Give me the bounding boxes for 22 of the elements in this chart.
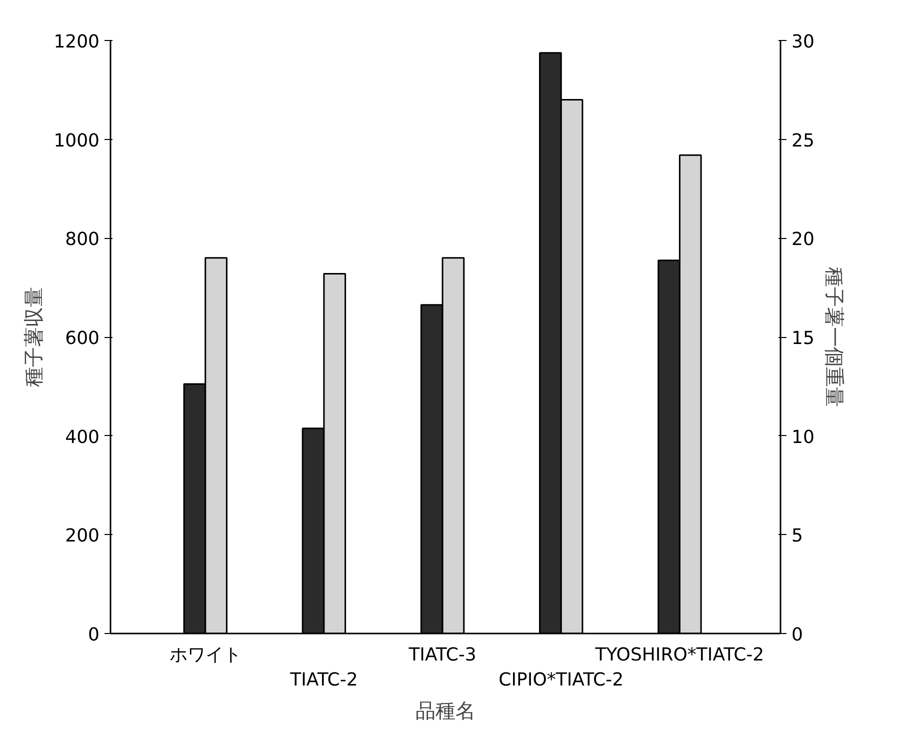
x-tick-label: ホワイト bbox=[169, 644, 242, 666]
y-axis-title: 種子薯収量 bbox=[22, 287, 46, 387]
y-tick-label: 1000 bbox=[54, 130, 100, 152]
y-tick-label: 1200 bbox=[54, 32, 100, 52]
y-tick-label: 0 bbox=[88, 624, 100, 646]
y2-tick-label: 20 bbox=[792, 229, 814, 250]
y-tick-label: 400 bbox=[65, 426, 100, 448]
x-tick-label: TIATC-3 bbox=[408, 644, 476, 666]
x-axis-title: 品種名 bbox=[416, 698, 476, 723]
x-tick-label: TYOSHIRO*TIATC-2 bbox=[594, 644, 764, 666]
y2-tick-label: 5 bbox=[792, 526, 803, 547]
y-tick-label: 600 bbox=[65, 328, 100, 349]
y-tick-label: 800 bbox=[65, 229, 100, 250]
y2-axis-title: 種子薯一個重量 bbox=[822, 267, 846, 407]
y2-tick-label: 25 bbox=[792, 130, 814, 152]
y2-tick-label: 30 bbox=[792, 32, 814, 52]
y-tick-label: 200 bbox=[65, 526, 100, 547]
x-tick-label: TIATC-2 bbox=[289, 670, 358, 691]
y2-tick-label: 0 bbox=[792, 624, 803, 646]
y2-tick-label: 10 bbox=[792, 426, 814, 448]
y2-tick-label: 15 bbox=[792, 328, 814, 349]
x-tick-label: CIPIO*TIATC-2 bbox=[498, 670, 624, 691]
